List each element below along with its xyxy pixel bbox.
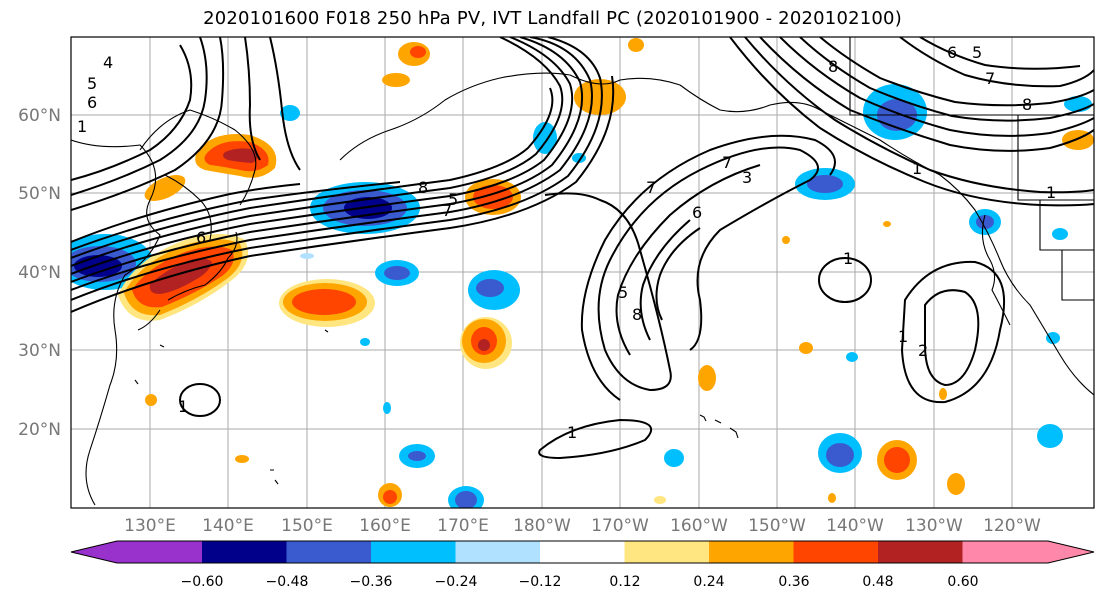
contour-label: 6 [87, 93, 97, 112]
lon-label: 180°W [513, 516, 571, 536]
contour-label: 1 [178, 397, 188, 416]
colorbar-segment [793, 541, 878, 563]
lon-label: 140°W [826, 516, 884, 536]
contour-label: 2 [918, 341, 928, 360]
contour-label: 8 [632, 305, 642, 324]
contour-label: 1 [1046, 183, 1056, 202]
colorbar-tick: 0.48 [862, 574, 893, 590]
contour-label: 5 [618, 283, 628, 302]
lon-label: 160°W [670, 516, 728, 536]
lon-label: 160°E [359, 516, 411, 536]
lat-label: 60°N [18, 106, 61, 126]
colorbar-tick: −0.24 [435, 574, 478, 590]
lon-label: 120°W [983, 516, 1041, 536]
colorbar-tick: 0.24 [693, 574, 724, 590]
colorbar-segment [286, 541, 371, 563]
colorbar-segment [540, 541, 625, 563]
pv-contours [71, 37, 1094, 460]
contour-label: 1 [843, 249, 853, 268]
lat-label: 20°N [18, 420, 61, 440]
map-title: 2020101600 F018 250 hPa PV, IVT Landfall… [203, 8, 902, 29]
colorbar-segment [455, 541, 540, 563]
contour-label: 8 [828, 57, 838, 76]
colorbar-segment [624, 541, 709, 563]
colorbar: −0.60 −0.48 −0.36 −0.24 −0.12 0.12 0.24 … [70, 540, 1095, 590]
colorbar-tick: −0.12 [519, 574, 562, 590]
contour-label: 7 [646, 178, 656, 197]
lat-label: 50°N [18, 184, 61, 204]
contour-label: 1 [898, 327, 908, 346]
lat-label: 30°N [18, 341, 61, 361]
contour-label: 8 [1022, 95, 1032, 114]
lon-label: 150°E [281, 516, 333, 536]
colorbar-segment [878, 541, 963, 563]
contour-label: 1 [77, 117, 87, 136]
longitude-labels: 130°E 140°E 150°E 160°E 170°E 180°W 170°… [124, 516, 1041, 536]
colorbar-tick: −0.48 [266, 574, 309, 590]
lon-label: 130°W [905, 516, 963, 536]
contour-label: 5 [87, 74, 97, 93]
colorbar-extend-high [1048, 541, 1094, 563]
latitude-labels: 60°N 50°N 40°N 30°N 20°N [18, 106, 61, 440]
colorbar-segment [117, 541, 202, 563]
colorbar-segments [117, 541, 1048, 563]
colorbar-tick: 0.60 [947, 574, 978, 590]
contour-label: 4 [103, 53, 113, 72]
colorbar-extend-low [71, 541, 117, 563]
contour-label: 7 [442, 201, 452, 220]
contour-label: 6 [692, 203, 702, 222]
contour-label: 3 [742, 168, 752, 187]
colorbar-segment [202, 541, 287, 563]
lon-label: 170°W [591, 516, 649, 536]
colorbar-ticks: −0.60 −0.48 −0.36 −0.24 −0.12 0.12 0.24 … [181, 574, 979, 590]
contour-label: 6 [947, 43, 957, 62]
colorbar-segment [371, 541, 456, 563]
colorbar-tick: 0.12 [609, 574, 640, 590]
contour-label: 1 [567, 423, 577, 442]
colorbar-tick: 0.36 [778, 574, 809, 590]
lat-label: 40°N [18, 263, 61, 283]
map-frame [70, 36, 1095, 509]
contour-label: 8 [418, 178, 428, 197]
contour-label: 6 [196, 228, 206, 247]
contour-label: 5 [448, 190, 458, 209]
negative-anomaly-small-cells [280, 96, 1092, 508]
coastlines [71, 37, 1094, 506]
colorbar-segment [962, 541, 1048, 563]
contour-label: 1 [912, 159, 922, 178]
colorbar-tick: −0.36 [350, 574, 393, 590]
lon-label: 140°E [202, 516, 254, 536]
lon-label: 170°E [437, 516, 489, 536]
contour-label: 7 [722, 153, 732, 172]
contour-labels: 4 5 6 1 8 7 6 5 7 8 7 6 5 1 1 1 2 1 1 8 … [77, 43, 1056, 442]
lon-label: 150°W [748, 516, 806, 536]
colorbar-tick: −0.60 [181, 574, 224, 590]
lon-label: 130°E [124, 516, 176, 536]
contour-label: 5 [972, 43, 982, 62]
contour-label: 7 [985, 69, 995, 88]
colorbar-segment [709, 541, 794, 563]
